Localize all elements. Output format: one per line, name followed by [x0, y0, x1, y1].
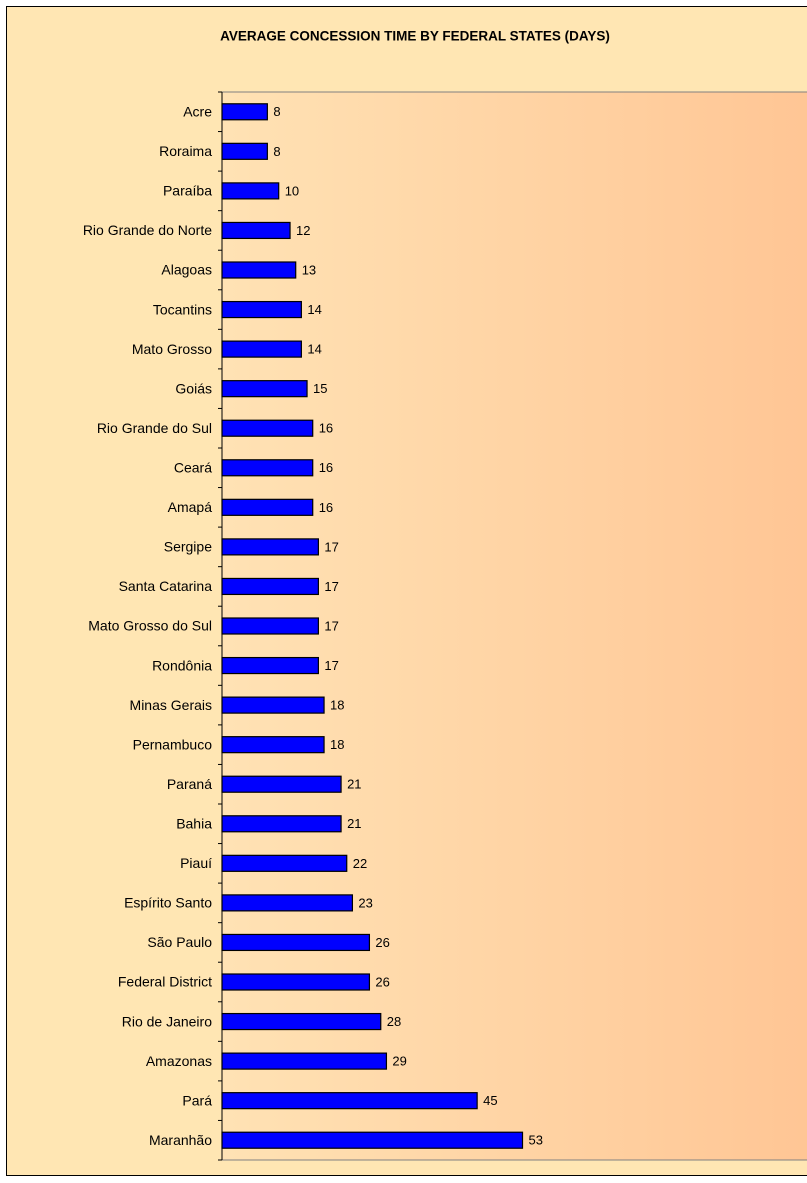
data-label: 28 [387, 1014, 401, 1029]
data-label: 14 [307, 302, 321, 317]
bar [221, 142, 268, 160]
data-label: 13 [302, 262, 316, 277]
bar [221, 617, 319, 635]
y-tick-label: Tocantins [153, 301, 212, 317]
y-tick-label: Goiás [175, 380, 212, 396]
y-tick-label: Pará [182, 1092, 212, 1108]
bar [221, 340, 302, 358]
bar [221, 775, 342, 793]
data-label: 15 [313, 381, 327, 396]
y-tick-label: Piauí [180, 855, 212, 871]
data-label: 16 [319, 460, 333, 475]
bar [221, 577, 319, 596]
bar [221, 854, 348, 872]
bar [221, 261, 297, 279]
data-label: 26 [375, 935, 389, 950]
y-tick-label: Rio Grande do Norte [83, 222, 212, 238]
marks: Acre 8 Roraima 8 Paraíba 10 Rio Grande do Nort… [83, 91, 543, 1161]
data-label: 21 [347, 816, 361, 831]
bar [221, 538, 319, 556]
data-label: 12 [296, 223, 310, 238]
bar [221, 815, 342, 833]
y-tick-label: Bahia [176, 815, 212, 831]
y-tick-label: Mato Grosso do Sul [88, 618, 212, 634]
y-tick-label: Santa Catarina [119, 578, 213, 594]
bar [221, 894, 354, 912]
y-tick-label: Pernambuco [133, 736, 213, 752]
data-label: 16 [319, 421, 333, 436]
bar [221, 182, 280, 200]
y-tick-label: Paraná [167, 776, 212, 792]
data-label: 18 [330, 737, 344, 752]
bar [221, 1092, 478, 1110]
bar [221, 696, 325, 714]
y-tick-label: Paraíba [163, 183, 212, 199]
y-tick-label: Federal District [118, 974, 212, 990]
y-tick-label: Rio Grande do Sul [97, 420, 212, 436]
bar [221, 1131, 524, 1149]
y-tick-label: Alagoas [161, 262, 212, 278]
bar [221, 933, 371, 952]
y-tick-label: Espírito Santo [124, 895, 212, 911]
y-tick-label: Acre [183, 103, 212, 119]
bar [221, 498, 314, 516]
y-tick-label: Maranhão [149, 1132, 212, 1148]
bar [221, 300, 302, 319]
bar [221, 103, 268, 121]
data-label: 17 [324, 618, 338, 633]
y-tick-label: Sergipe [164, 539, 212, 555]
bar [221, 973, 371, 991]
bar [221, 221, 291, 240]
y-tick-label: São Paulo [147, 934, 212, 950]
data-label: 45 [483, 1093, 497, 1108]
bar [221, 736, 325, 754]
bar [221, 1012, 382, 1031]
y-tick-label: Ceará [174, 459, 212, 475]
y-tick-label: Amapá [168, 499, 213, 515]
data-label: 26 [375, 974, 389, 989]
y-tick-label: Amazonas [146, 1053, 212, 1069]
data-label: 14 [307, 342, 321, 357]
y-tick-label: Minas Gerais [130, 697, 212, 713]
y-tick-label: Rondônia [152, 657, 212, 673]
data-label: 23 [358, 895, 372, 910]
data-label: 8 [273, 104, 280, 119]
data-label: 18 [330, 698, 344, 713]
chart-title: AVERAGE CONCESSION TIME BY FEDERAL STATE… [220, 29, 610, 44]
y-tick-label: Roraima [159, 143, 212, 159]
data-label: 21 [347, 777, 361, 792]
bar [221, 419, 314, 437]
bar [221, 1052, 388, 1070]
bar [221, 380, 308, 398]
y-tick-label: Rio de Janeiro [122, 1013, 212, 1029]
data-label: 10 [285, 183, 299, 198]
data-label: 22 [353, 856, 367, 871]
data-label: 17 [324, 539, 338, 554]
data-label: 53 [529, 1133, 543, 1148]
data-label: 29 [392, 1054, 406, 1069]
data-label: 17 [324, 579, 338, 594]
bar [221, 656, 319, 675]
data-label: 16 [319, 500, 333, 515]
y-tick-label: Mato Grosso [132, 341, 212, 357]
data-label: 8 [273, 144, 280, 159]
bar [221, 459, 314, 477]
data-label: 17 [324, 658, 338, 673]
